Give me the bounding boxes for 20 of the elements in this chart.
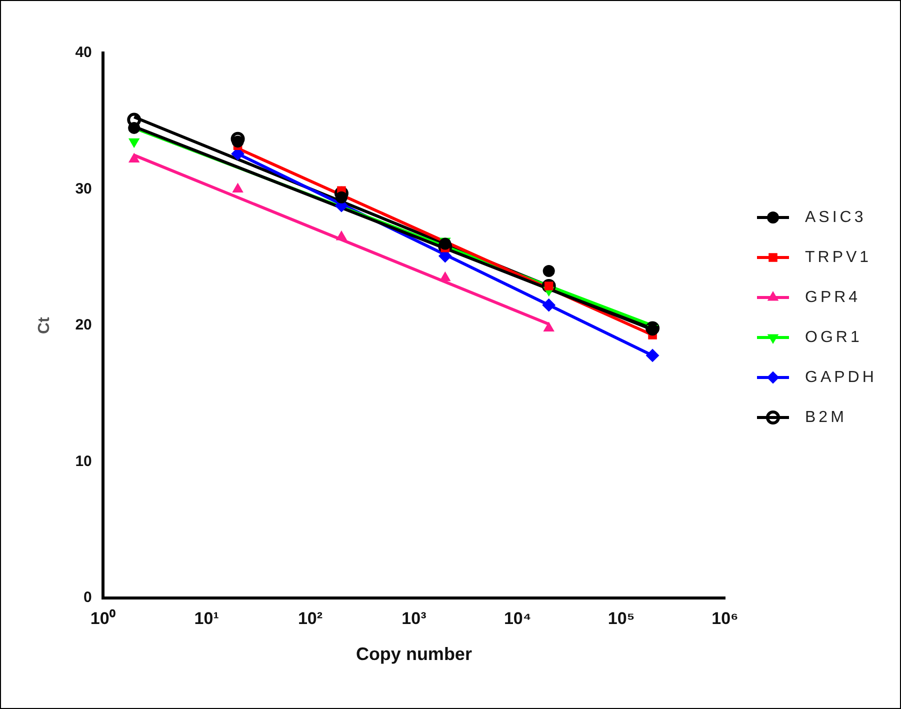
x-tick-label: 10⁰ [90,608,116,628]
legend-label: ASIC3 [805,208,866,226]
y-axis-title: Ct [36,316,54,334]
y-tick-label: 40 [75,44,92,62]
x-tick-label: 10² [298,608,323,628]
legend-label: TRPV1 [805,248,872,266]
x-axis-title: Copy number [356,644,472,664]
y-tick-label: 30 [75,180,92,198]
x-tick-label: 10⁴ [504,608,532,628]
y-tick-label: 10 [75,452,92,470]
x-tick-label: 10⁵ [608,608,635,628]
x-tick-label: 10¹ [194,608,220,628]
legend-label: B2M [805,408,847,426]
x-tick-label: 10⁶ [712,608,738,628]
legend-label: GAPDH [805,368,877,386]
x-tick-label: 10³ [402,608,427,628]
y-tick-label: 0 [84,589,92,606]
legend-label: OGR1 [805,328,862,346]
y-tick-label: 20 [75,316,92,334]
legend-label: GPR4 [805,288,861,306]
